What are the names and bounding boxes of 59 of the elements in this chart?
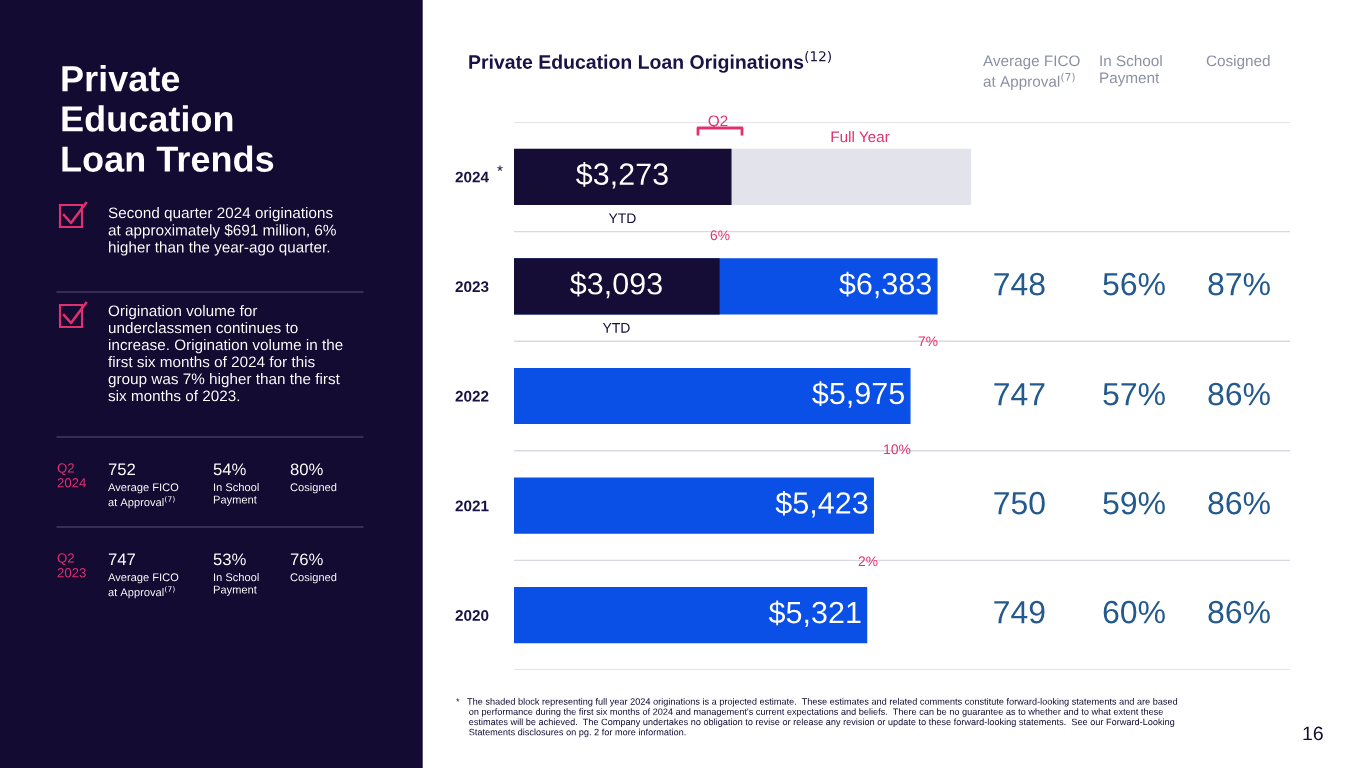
annotation: Full Year bbox=[831, 131, 890, 143]
text: Second quarter 2024 originations at approximately $691 million, 6% higher than the year-ago quarter. bbox=[108, 207, 336, 256]
text: 57% bbox=[1103, 382, 1165, 406]
text: Origination volume for underclassmen continues to increase. Origination volume in the first six months of 2024 for this group was 7% higher than the first six months of 2023. bbox=[108, 305, 343, 402]
text: 59% bbox=[1103, 491, 1165, 515]
text: Q2 2023 bbox=[57, 553, 86, 578]
text: Average FICO at Approval$^{(7)}$ bbox=[108, 573, 179, 599]
bar bbox=[514, 367, 911, 425]
data-label: $3,093 bbox=[570, 271, 662, 299]
text: 54% bbox=[213, 463, 246, 476]
text: Average FICO at Approval$^{(7)}$ bbox=[983, 55, 1080, 90]
text: 749 bbox=[994, 600, 1045, 624]
text: 53% bbox=[213, 553, 246, 566]
text: 87% bbox=[1208, 272, 1270, 296]
text: 16 bbox=[1303, 726, 1323, 741]
text: 752 bbox=[108, 463, 135, 476]
annotation: 7% bbox=[918, 336, 938, 347]
data-label: $5,321 bbox=[768, 600, 861, 628]
text: 747 bbox=[994, 383, 1045, 406]
text: Cosigned bbox=[1206, 55, 1270, 70]
series-label: YTD bbox=[602, 323, 630, 333]
annotation: 2% bbox=[858, 556, 878, 567]
text: 750 bbox=[994, 491, 1045, 515]
data-label: $3,273 bbox=[576, 162, 668, 189]
text: YTD bbox=[608, 213, 636, 224]
bar bbox=[514, 477, 874, 534]
text: Average FICO at Approval$^{(7)}$ bbox=[108, 483, 179, 509]
annotation: 10% bbox=[884, 444, 911, 455]
text: 76% bbox=[290, 553, 323, 566]
text: 747 bbox=[108, 553, 135, 566]
data-label: $6,383 bbox=[839, 271, 931, 299]
bar bbox=[514, 258, 720, 315]
text: 86% bbox=[1208, 491, 1270, 515]
text: * bbox=[497, 165, 503, 171]
y-tick-label: 2024 bbox=[455, 171, 489, 183]
y-tick-label: 2020 bbox=[455, 610, 489, 621]
text: 60% bbox=[1103, 600, 1165, 624]
text: 748 bbox=[994, 272, 1045, 296]
text: 86% bbox=[1208, 600, 1270, 624]
bar bbox=[514, 148, 732, 205]
data-label: $5,423 bbox=[775, 490, 868, 518]
y-tick-label: 2022 bbox=[455, 390, 489, 402]
text: In School Payment bbox=[1100, 55, 1162, 87]
text: 86% bbox=[1208, 382, 1270, 406]
text: In School Payment bbox=[213, 573, 259, 596]
text: * The shaded block representing full year 2024 originations is a projected estimate. These estimates and related comments constitute forward-looking statements and are based on performance during the first six months of 2024 and management's current expectations and beliefs. There can be no guarantee as to whether and to what extent these estimates will be achieved. The Company undertakes no obligation to revise or release any revision or update to these forward-looking statements. See our Forward-Looking Statements disclosures on pg. 2 for more information. bbox=[456, 698, 1178, 738]
annotation: 6% bbox=[710, 230, 730, 241]
text: Cosigned bbox=[290, 573, 337, 584]
y-tick-label: 2023 bbox=[455, 281, 489, 293]
text: In School Payment bbox=[213, 483, 259, 506]
text: Q2 2024 bbox=[57, 463, 86, 488]
y-tick-label: 2021 bbox=[455, 500, 489, 512]
bar bbox=[514, 587, 868, 644]
text: 80% bbox=[290, 463, 323, 476]
text: 56% bbox=[1103, 272, 1165, 296]
data-label: $5,975 bbox=[812, 381, 905, 408]
text: Private Education Loan Trends bbox=[62, 65, 274, 172]
text: Cosigned bbox=[290, 483, 337, 494]
chart-title: Private Education Loan Originations$^{(12)}$ bbox=[469, 50, 831, 73]
